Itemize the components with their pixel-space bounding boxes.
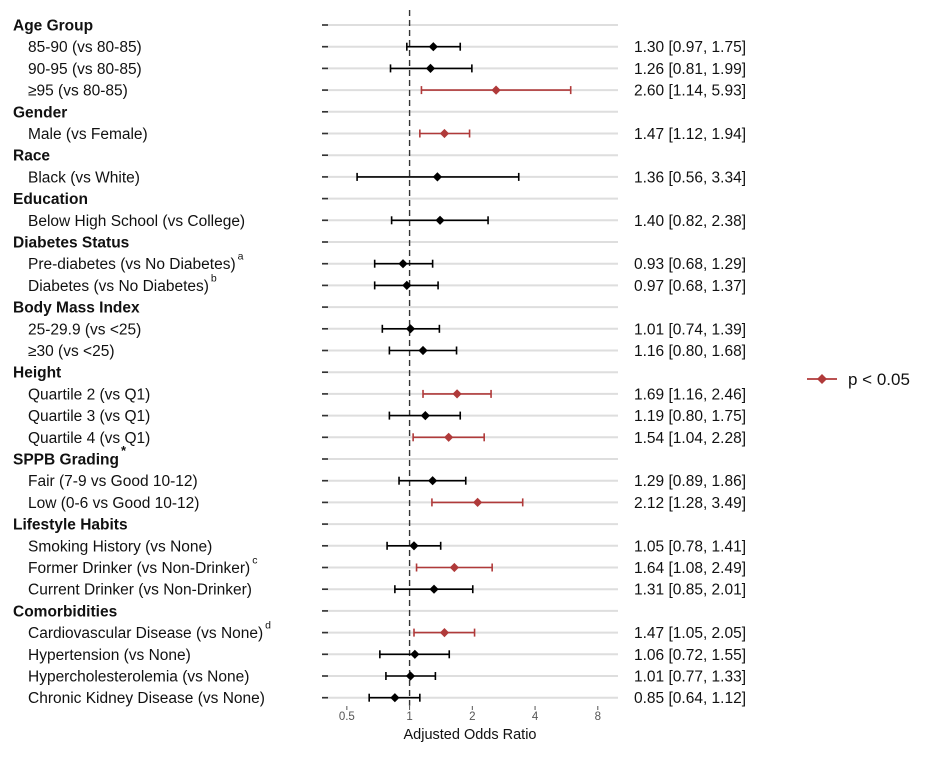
row-label: Pre-diabetes (vs No Diabetes): [28, 256, 236, 273]
row-label: Current Drinker (vs Non-Drinker): [28, 582, 252, 599]
ci-value-text: 0.93 [0.68, 1.29]: [634, 256, 746, 273]
row-label: Hypercholesterolemia (vs None): [28, 669, 249, 686]
x-tick-label: 2: [469, 711, 475, 723]
superscript-note: b: [211, 272, 217, 284]
point-estimate-diamond: [418, 345, 428, 356]
group-header: Height: [13, 365, 61, 382]
legend-diamond-icon: [817, 374, 827, 384]
point-estimate-diamond: [398, 259, 408, 269]
x-axis-title: Adjusted Odds Ratio: [404, 727, 537, 743]
value-text-layer: 1.30 [0.97, 1.75] 1.26 [0.81, 1.99] 2.60 […: [634, 39, 746, 707]
legend: p < 0.05: [807, 370, 910, 389]
grid-layer: [322, 24, 618, 699]
group-header: Diabetes Status: [13, 235, 129, 252]
ci-value-text: 1.05 [0.78, 1.41]: [634, 538, 746, 555]
point-estimate-diamond: [428, 42, 438, 52]
ci-value-text: 2.12 [1.28, 3.49]: [634, 495, 746, 512]
point-estimate-diamond: [444, 432, 454, 442]
row-label: ≥95 (vs 80-85): [28, 83, 128, 100]
point-estimate-diamond: [429, 584, 439, 594]
ci-value-text: 1.06 [0.72, 1.55]: [634, 647, 746, 664]
point-estimate-diamond: [409, 541, 419, 551]
point-estimate-diamond: [452, 389, 462, 399]
ci-value-text: 1.69 [1.16, 2.46]: [634, 386, 746, 403]
ci-value-text: 1.47 [1.05, 2.05]: [634, 625, 746, 642]
row-label: Fair (7-9 vs Good 10-12): [28, 473, 198, 490]
group-header: Body Mass Index: [13, 300, 140, 317]
point-estimate-diamond: [439, 628, 450, 638]
point-estimate-diamond: [439, 128, 450, 139]
point-estimate-diamond: [390, 693, 400, 703]
row-label: Quartile 2 (vs Q1): [28, 386, 150, 403]
point-estimate-diamond: [491, 85, 501, 95]
row-label-layer: Age Group 85-90 (vs 80-85) 90-95 (vs 80-85…: [13, 18, 271, 708]
point-estimate-diamond: [472, 497, 483, 507]
group-header: Education: [13, 191, 88, 208]
group-header: Age Group: [13, 18, 93, 35]
ci-value-text: 1.64 [1.08, 2.49]: [634, 560, 746, 577]
group-header: SPPB Grading: [13, 452, 119, 469]
ci-value-text: 1.16 [0.80, 1.68]: [634, 343, 746, 360]
superscript-note: *: [121, 443, 127, 458]
row-label: 85-90 (vs 80-85): [28, 39, 142, 56]
row-label: Chronic Kidney Disease (vs None): [28, 690, 265, 707]
point-estimate-diamond: [425, 63, 436, 73]
x-axis: 0.5 1 2 4 8: [339, 706, 601, 723]
point-estimate-diamond: [405, 671, 416, 681]
row-label: Black (vs White): [28, 169, 140, 186]
legend-label: p < 0.05: [848, 370, 910, 389]
ci-value-text: 1.54 [1.04, 2.28]: [634, 430, 746, 447]
ci-value-text: 0.97 [0.68, 1.37]: [634, 278, 746, 295]
row-label: Former Drinker (vs Non-Drinker): [28, 560, 250, 577]
row-label: Quartile 3 (vs Q1): [28, 408, 150, 425]
superscript-note: d: [265, 620, 271, 632]
group-header: Gender: [13, 104, 67, 121]
ci-value-text: 1.01 [0.74, 1.39]: [634, 321, 746, 338]
point-estimate-diamond: [420, 411, 430, 421]
row-label: Hypertension (vs None): [28, 647, 191, 664]
point-estimate-diamond: [428, 476, 438, 486]
row-label: ≥30 (vs <25): [28, 343, 114, 360]
ci-value-text: 1.19 [0.80, 1.75]: [634, 408, 746, 425]
row-label: Smoking History (vs None): [28, 538, 212, 555]
ci-value-text: 1.29 [0.89, 1.86]: [634, 473, 746, 490]
row-label: 90-95 (vs 80-85): [28, 61, 142, 78]
point-estimate-diamond: [449, 562, 459, 573]
row-label: Male (vs Female): [28, 126, 148, 143]
row-label: Diabetes (vs No Diabetes): [28, 278, 209, 295]
row-label: Quartile 4 (vs Q1): [28, 430, 150, 447]
point-estimate-diamond: [435, 215, 445, 225]
row-label: Below High School (vs College): [28, 213, 245, 230]
x-tick-label: 8: [595, 711, 601, 723]
ci-value-text: 2.60 [1.14, 5.93]: [634, 83, 746, 100]
superscript-note: a: [238, 251, 244, 263]
ci-value-text: 1.31 [0.85, 2.01]: [634, 582, 746, 599]
x-tick-label: 0.5: [339, 711, 355, 723]
ci-value-text: 1.26 [0.81, 1.99]: [634, 61, 746, 78]
ci-value-text: 1.47 [1.12, 1.94]: [634, 126, 746, 143]
ci-value-text: 1.30 [0.97, 1.75]: [634, 39, 746, 56]
row-label: Low (0-6 vs Good 10-12): [28, 495, 199, 512]
ci-value-text: 1.40 [0.82, 2.38]: [634, 213, 746, 230]
ci-value-text: 0.85 [0.64, 1.12]: [634, 690, 746, 707]
estimate-mark-layer: [356, 42, 572, 703]
point-estimate-diamond: [432, 172, 443, 182]
group-header: Lifestyle Habits: [13, 517, 128, 534]
point-estimate-diamond: [410, 649, 420, 659]
point-estimate-diamond: [402, 280, 412, 290]
x-tick-label: 1: [406, 711, 412, 723]
x-tick-label: 4: [532, 711, 539, 723]
point-estimate-diamond: [405, 324, 416, 334]
row-label: 25-29.9 (vs <25): [28, 321, 141, 338]
superscript-note: c: [252, 555, 257, 567]
row-label: Cardiovascular Disease (vs None): [28, 625, 263, 642]
group-header: Race: [13, 148, 50, 165]
group-header: Comorbidities: [13, 603, 117, 620]
ci-value-text: 1.01 [0.77, 1.33]: [634, 669, 746, 686]
ci-value-text: 1.36 [0.56, 3.34]: [634, 169, 746, 186]
